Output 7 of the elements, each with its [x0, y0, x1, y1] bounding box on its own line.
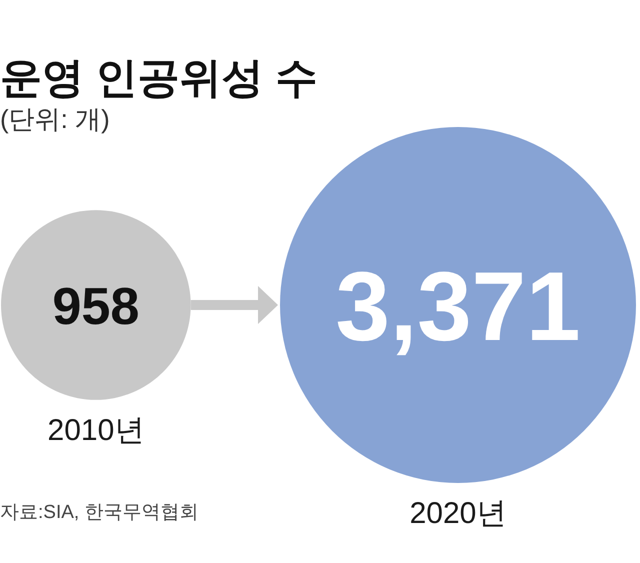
text: (단위: 개) [0, 104, 110, 134]
data-label: 958 [52, 278, 140, 336]
category-label: 2020년 [410, 497, 506, 530]
category-label: 2010년 [48, 414, 144, 447]
text: 자료:SIA, 한국무역협회 [0, 502, 198, 523]
data-label: 3,371 [336, 251, 580, 362]
text: 운영 인공위성 수 [0, 54, 318, 101]
